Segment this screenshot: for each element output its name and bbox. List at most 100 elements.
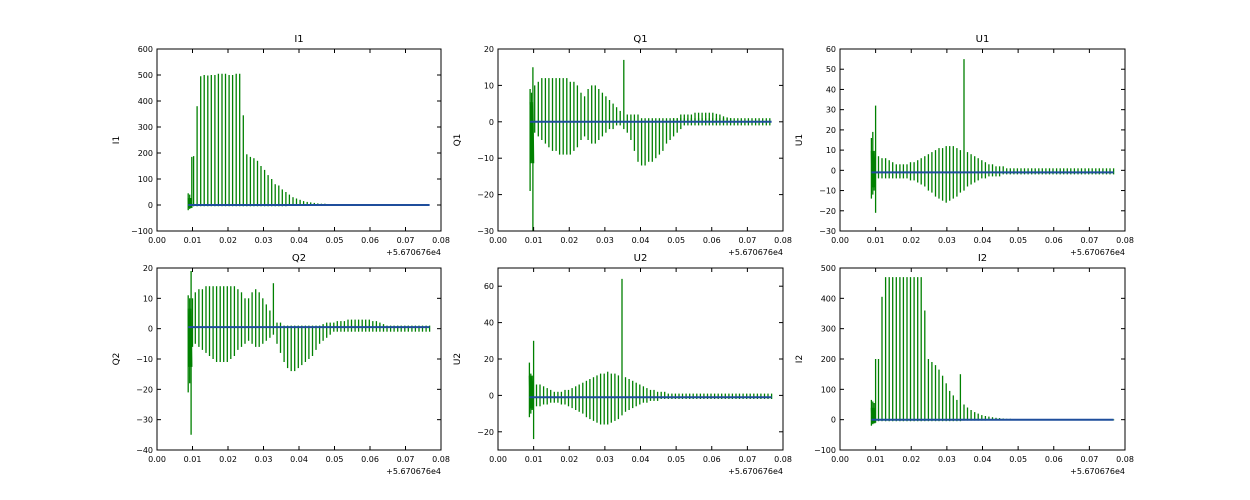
x-tick-label: 0.02 bbox=[560, 236, 578, 245]
y-tick-label: 20 bbox=[484, 45, 494, 54]
x-tick-label: 0.01 bbox=[525, 236, 543, 245]
chart-q1: Q1 Q1 0.00 0.01 0.02 0.03 0.04 0.05 0.06 0.07 0.08… bbox=[453, 34, 792, 257]
x-tick-label: 0.00 bbox=[489, 455, 507, 464]
y-tick-label: −20 bbox=[477, 191, 494, 200]
data-trace bbox=[870, 150, 876, 188]
x-offset-label: +5.670676e4 bbox=[1070, 467, 1125, 476]
x-tick-label: 0.04 bbox=[632, 236, 650, 245]
x-tick-label: 0.07 bbox=[1080, 236, 1098, 245]
x-tick-label: 0.08 bbox=[432, 236, 450, 245]
x-tick-label: 0.00 bbox=[831, 236, 849, 245]
y-axis-label: U1 bbox=[795, 134, 805, 146]
chart-title: Q2 bbox=[292, 253, 306, 264]
y-tick-label: 10 bbox=[826, 146, 836, 155]
chart-q2: Q2 Q2 0.00 0.01 0.02 0.03 0.04 0.05 0.06 0.07 0.08… bbox=[112, 253, 450, 476]
y-tick-label: 0 bbox=[831, 416, 836, 425]
chart-title: U1 bbox=[976, 34, 990, 45]
y-tick-label: 200 bbox=[138, 149, 153, 158]
x-tick-label: 0.01 bbox=[184, 236, 202, 245]
y-tick-label: −20 bbox=[136, 385, 153, 394]
x-tick-label: 0.05 bbox=[667, 455, 685, 464]
y-tick-label: 400 bbox=[821, 294, 836, 303]
chart-i2: I2 I2 0.00 0.01 0.02 0.03 0.04 0.05 0.06 0.07 0.08… bbox=[795, 253, 1134, 476]
x-tick-label: 0.08 bbox=[1116, 236, 1134, 245]
x-tick-label: 0.02 bbox=[902, 236, 920, 245]
y-tick-label: 0 bbox=[831, 166, 836, 175]
x-offset-label: +5.670676e4 bbox=[728, 248, 783, 257]
y-tick-label: 100 bbox=[138, 175, 153, 184]
x-offset-label: +5.670676e4 bbox=[386, 467, 441, 476]
x-tick-label: 0.04 bbox=[632, 455, 650, 464]
x-tick-label: 0.08 bbox=[774, 236, 792, 245]
chart-title: I1 bbox=[294, 34, 303, 45]
y-tick-label: −100 bbox=[131, 227, 153, 236]
x-tick-label: 0.08 bbox=[1116, 455, 1134, 464]
x-tick-label: 0.03 bbox=[938, 236, 956, 245]
x-tick-label: 0.06 bbox=[703, 236, 721, 245]
x-tick-label: 0.02 bbox=[902, 455, 920, 464]
y-tick-label: −10 bbox=[477, 154, 494, 163]
x-tick-label: 0.00 bbox=[148, 455, 166, 464]
x-tick-label: 0.01 bbox=[525, 455, 543, 464]
chart-title: Q1 bbox=[633, 34, 647, 45]
x-offset-label: +5.670676e4 bbox=[386, 248, 441, 257]
x-tick-label: 0.03 bbox=[255, 236, 273, 245]
x-tick-label: 0.03 bbox=[596, 455, 614, 464]
x-tick-label: 0.02 bbox=[219, 455, 237, 464]
x-tick-label: 0.00 bbox=[489, 236, 507, 245]
x-offset-label: +5.670676e4 bbox=[1070, 248, 1125, 257]
y-tick-label: 300 bbox=[821, 325, 836, 334]
y-tick-label: 60 bbox=[826, 45, 836, 54]
y-axis-label: I2 bbox=[795, 355, 805, 363]
y-tick-label: −30 bbox=[819, 227, 836, 236]
y-tick-label: 0 bbox=[489, 391, 494, 400]
y-tick-label: −30 bbox=[477, 227, 494, 236]
y-axis-label: Q2 bbox=[112, 353, 122, 366]
y-tick-label: 50 bbox=[826, 65, 836, 74]
y-tick-label: 20 bbox=[484, 355, 494, 364]
x-tick-label: 0.07 bbox=[397, 455, 415, 464]
y-tick-label: 200 bbox=[821, 355, 836, 364]
x-tick-label: 0.00 bbox=[831, 455, 849, 464]
x-tick-label: 0.04 bbox=[290, 455, 308, 464]
x-tick-label: 0.05 bbox=[326, 455, 344, 464]
chart-i1: I1 I1 0.00 0.01 0.02 0.03 0.04 0.05 0.06 0.07 0.08… bbox=[112, 34, 450, 257]
chart-u2: U2 U2 0.00 0.01 0.02 0.03 0.04 0.05 0.06 0.07 0.08… bbox=[453, 253, 792, 476]
y-axis-label: I1 bbox=[112, 136, 122, 144]
y-axis-label: Q1 bbox=[453, 134, 463, 147]
x-tick-label: 0.03 bbox=[255, 455, 273, 464]
x-tick-label: 0.07 bbox=[738, 236, 756, 245]
data-trace bbox=[187, 308, 193, 367]
y-tick-label: −20 bbox=[819, 207, 836, 216]
y-tick-label: −10 bbox=[819, 187, 836, 196]
y-axis-label: U2 bbox=[453, 353, 463, 365]
x-tick-label: 0.05 bbox=[1009, 236, 1027, 245]
y-tick-label: 30 bbox=[826, 106, 836, 115]
data-trace bbox=[528, 375, 534, 409]
x-tick-label: 0.02 bbox=[560, 455, 578, 464]
y-tick-label: −20 bbox=[477, 428, 494, 437]
x-tick-label: 0.05 bbox=[1009, 455, 1027, 464]
chart-title: U2 bbox=[634, 253, 648, 264]
x-tick-label: 0.08 bbox=[432, 455, 450, 464]
y-tick-label: 20 bbox=[143, 264, 153, 273]
x-offset-label: +5.670676e4 bbox=[728, 467, 783, 476]
x-tick-label: 0.03 bbox=[938, 455, 956, 464]
y-tick-label: −30 bbox=[136, 416, 153, 425]
data-trace bbox=[529, 102, 535, 164]
x-tick-label: 0.07 bbox=[397, 236, 415, 245]
y-tick-label: 0 bbox=[148, 325, 153, 334]
series-group bbox=[870, 59, 1115, 213]
x-tick-label: 0.05 bbox=[667, 236, 685, 245]
x-tick-label: 0.01 bbox=[184, 455, 202, 464]
y-tick-label: 100 bbox=[821, 385, 836, 394]
x-tick-label: 0.07 bbox=[1080, 455, 1098, 464]
y-tick-label: −40 bbox=[136, 446, 153, 455]
x-tick-label: 0.07 bbox=[738, 455, 756, 464]
x-tick-label: 0.00 bbox=[148, 236, 166, 245]
chart-u1: U1 U1 0.00 0.01 0.02 0.03 0.04 0.05 0.06 0.07 0.08… bbox=[795, 34, 1134, 257]
x-tick-label: 0.02 bbox=[219, 236, 237, 245]
series-group bbox=[187, 73, 429, 211]
